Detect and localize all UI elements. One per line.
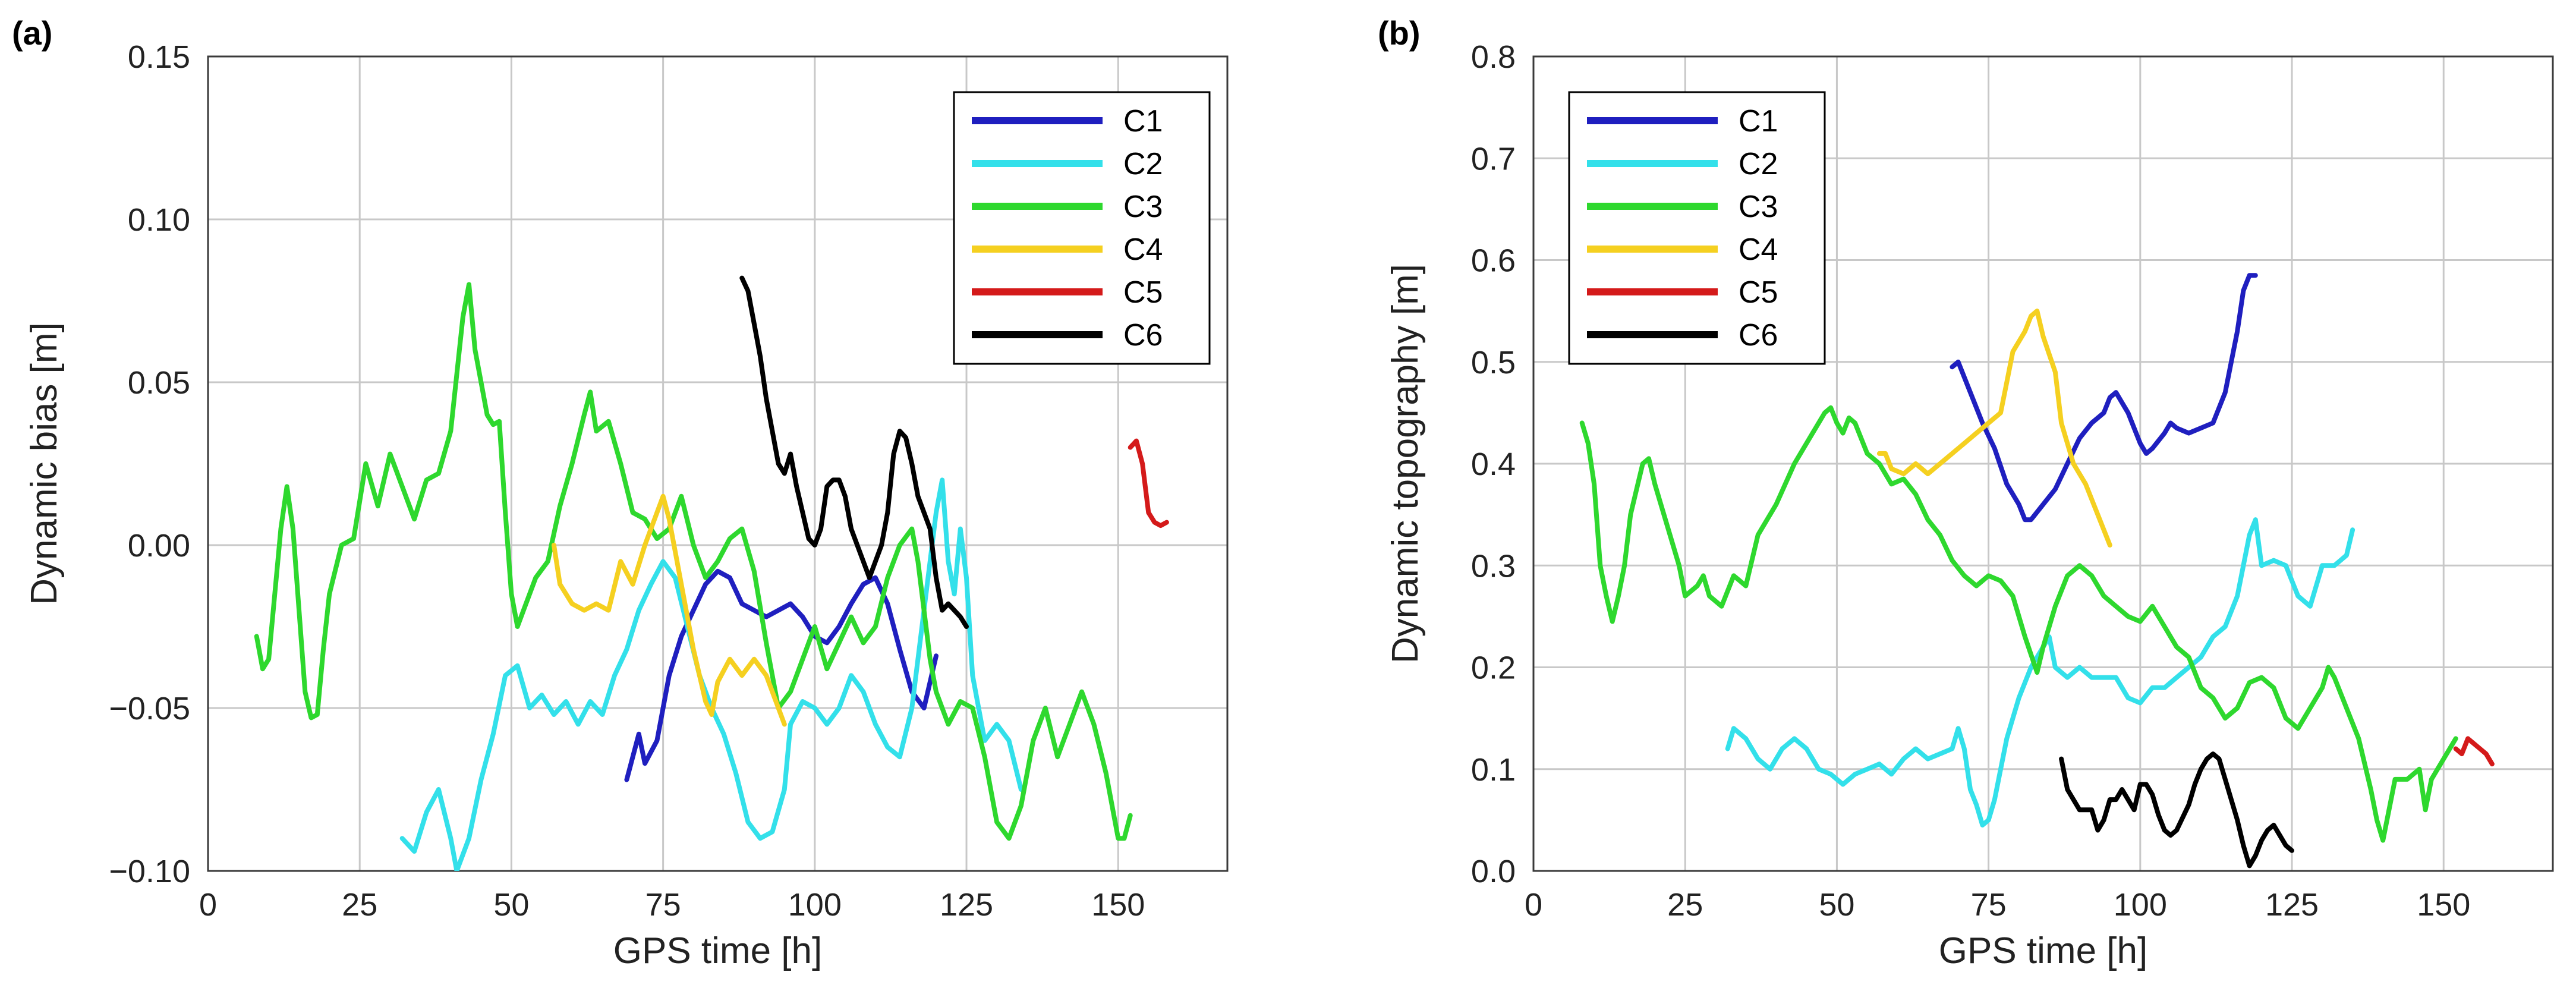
series-line-c1: [1950, 273, 2258, 523]
x-tick-label: 150: [2417, 887, 2470, 923]
legend-label: C5: [1739, 275, 1778, 310]
y-tick-label: 0.05: [128, 365, 190, 401]
y-tick-label: 0.0: [1471, 854, 1516, 889]
y-tick-label: 0.1: [1471, 752, 1516, 788]
series-group: [1579, 273, 2495, 869]
x-tick-label: 0: [1525, 887, 1542, 923]
x-tick-label: 75: [645, 887, 681, 923]
x-tick-label: 0: [199, 887, 217, 923]
y-tick-label: 0.00: [128, 528, 190, 564]
x-tick-label: 100: [788, 887, 842, 923]
y-tick-label: 0.10: [128, 202, 190, 238]
y-tick-label: 0.2: [1471, 650, 1516, 686]
x-tick-label: 75: [1971, 887, 2007, 923]
y-tick-label: 0.6: [1471, 243, 1516, 279]
legend-label: C2: [1123, 147, 1163, 181]
y-tick-label: 0.4: [1471, 446, 1516, 482]
y-axis-title: Dynamic bias [m]: [24, 322, 65, 605]
legend-label: C3: [1739, 190, 1778, 224]
x-tick-label: 100: [2114, 887, 2167, 923]
plot-area-frame: [1532, 55, 2554, 872]
chart-panel-b: 0 25 50 75 100 125 150 0.0 0.1 0.2 0.3 0.4 0.5 0.6 0.7…: [1378, 14, 2554, 971]
y-axis-title: Dynamic topography [m]: [1385, 264, 1426, 663]
series-group: [254, 275, 1169, 871]
x-axis-title: GPS time [h]: [613, 930, 822, 971]
y-tick-label: 0.7: [1471, 141, 1516, 177]
series-line-c3: [1579, 405, 2458, 843]
x-tick-label: 25: [1667, 887, 1703, 923]
series-line-c2: [1725, 517, 2355, 828]
legend-label: C2: [1739, 147, 1778, 181]
legend-label: C4: [1739, 232, 1778, 267]
x-tick-label: 125: [2265, 887, 2319, 923]
legend-label: C6: [1123, 318, 1163, 353]
legend-label: C4: [1123, 232, 1163, 267]
x-tick-label: 150: [1091, 887, 1145, 923]
legend: C1 C2 C3 C4 C5 C6: [1568, 91, 1826, 365]
y-tick-label: 0.15: [128, 39, 190, 75]
series-line-c6: [739, 275, 969, 629]
y-tick-label: −0.10: [109, 854, 190, 889]
series-line-c6: [2059, 751, 2294, 869]
legend-label: C1: [1123, 104, 1163, 139]
legend-label: C3: [1123, 190, 1163, 224]
legend-frame: [1568, 91, 1826, 365]
series-line-c5: [2453, 736, 2495, 767]
chart-panel-a: 0 25 50 75 100 125 150 −0.10 −0.05 0.00 0.05 0.10 0.…: [12, 14, 1229, 971]
legend: C1 C2 C3 C4 C5 C6: [953, 91, 1211, 365]
legend-label: C6: [1739, 318, 1778, 353]
series-line-c2: [399, 477, 1024, 871]
legend-label: C5: [1123, 275, 1163, 310]
legend-label: C1: [1739, 104, 1778, 139]
y-tick-label: −0.05: [109, 691, 190, 726]
plot-area-frame: [207, 55, 1229, 872]
y-tick-label: 0.3: [1471, 548, 1516, 584]
series-line-c5: [1128, 438, 1169, 528]
series-line-c4: [1876, 309, 2112, 548]
x-tick-label: 125: [940, 887, 993, 923]
x-tick-label: 50: [1819, 887, 1854, 923]
y-tick-label: 0.5: [1471, 345, 1516, 380]
x-tick-label: 25: [342, 887, 377, 923]
x-tick-label: 50: [493, 887, 529, 923]
panel-label: (a): [12, 14, 52, 52]
series-line-c3: [254, 282, 1133, 841]
y-tick-label: 0.8: [1471, 39, 1516, 75]
series-line-c4: [551, 493, 787, 727]
panel-label: (b): [1378, 14, 1421, 52]
legend-frame: [953, 91, 1211, 365]
x-axis-title: GPS time [h]: [1939, 930, 2147, 971]
